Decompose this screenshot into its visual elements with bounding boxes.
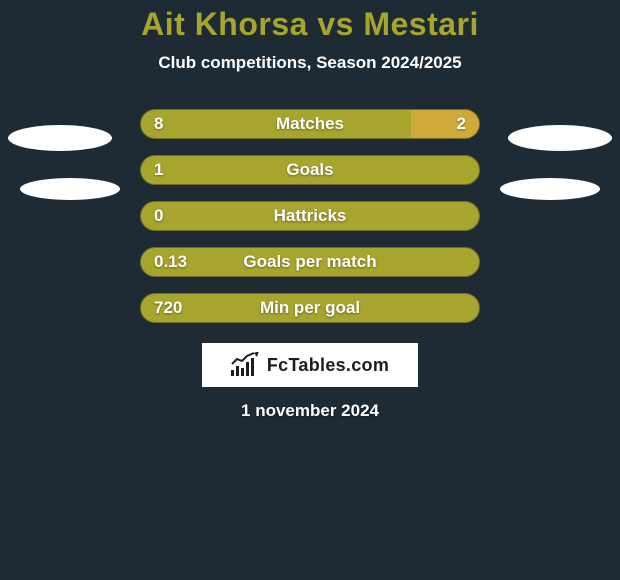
chart-icon — [231, 354, 261, 376]
date-label: 1 november 2024 — [0, 401, 620, 421]
subtitle: Club competitions, Season 2024/2025 — [0, 53, 620, 73]
stat-value-left: 0 — [154, 201, 163, 231]
stat-row: Goals per match0.13 — [0, 239, 620, 285]
stat-label: Hattricks — [140, 201, 480, 231]
stat-value-left: 8 — [154, 109, 163, 139]
player-ellipse — [20, 178, 120, 200]
stat-value-left: 720 — [154, 293, 182, 323]
brand-label: FcTables.com — [267, 355, 389, 376]
player-ellipse — [500, 178, 600, 200]
stat-label: Matches — [140, 109, 480, 139]
stat-label: Goals per match — [140, 247, 480, 277]
player-ellipse — [508, 125, 612, 151]
stat-row: Min per goal720 — [0, 285, 620, 331]
stat-row: Hattricks0 — [0, 193, 620, 239]
stat-value-left: 1 — [154, 155, 163, 185]
stat-label: Goals — [140, 155, 480, 185]
comparison-card: Ait Khorsa vs Mestari Club competitions,… — [0, 0, 620, 580]
brand-box[interactable]: FcTables.com — [202, 343, 418, 387]
stat-label: Min per goal — [140, 293, 480, 323]
player-ellipse — [8, 125, 112, 151]
stat-value-right: 2 — [457, 109, 466, 139]
page-title: Ait Khorsa vs Mestari — [0, 6, 620, 43]
stat-value-left: 0.13 — [154, 247, 187, 277]
